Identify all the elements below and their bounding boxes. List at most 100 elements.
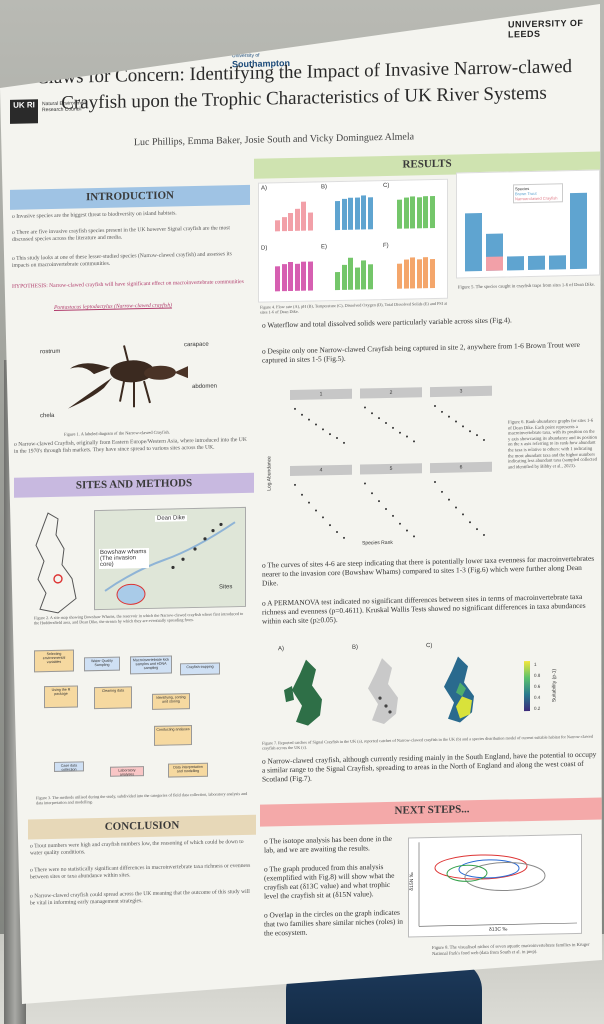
rank-point (455, 420, 457, 423)
rank-point (308, 501, 310, 504)
panel-bar (301, 261, 306, 291)
results-p5: o Narrow-clawed crayfish, although curre… (262, 749, 597, 784)
panel-bar (348, 197, 353, 230)
rank-point (399, 522, 401, 525)
panel-bar (429, 195, 435, 229)
figure-1-caption: Figure 1. A labeled diagram of the Narro… (64, 429, 170, 437)
chart-panel-b (335, 193, 375, 231)
rank-point (315, 509, 317, 512)
conclusion-p1: o Trout numbers were high and crayfish n… (30, 838, 244, 857)
panel-bar (341, 199, 347, 230)
tick-08: 0.8 (534, 672, 541, 678)
rank-point (392, 426, 394, 429)
tick-06: 0.6 (534, 683, 541, 689)
panel-bar (288, 262, 293, 292)
rank-point (301, 413, 303, 416)
panel-bar (423, 257, 428, 289)
next-p1: o The isotope analysis has been done in … (264, 833, 392, 855)
rank-point (322, 516, 324, 519)
rank-point (406, 529, 408, 532)
rank-point (476, 434, 478, 437)
flow-box-3: Macroinvertebrate kick samples and eDNA … (130, 655, 172, 675)
flow-box-7: Identifying, sorting and storing (152, 693, 190, 710)
poster-content: UK RI Natural Environment Research Counc… (4, 4, 602, 1004)
panel-d-letter: D) (261, 245, 268, 252)
isotope-x-label: δ13C ‰ (489, 926, 508, 933)
figure-5-legend: Species Brown Trout Narrow-clawed Crayfi… (513, 183, 563, 204)
trout-bar (528, 255, 545, 271)
flow-box-5: Using the R package (44, 685, 78, 709)
suitability-ticks: 1 0.8 0.6 0.4 0.2 (534, 659, 540, 714)
rank-point (406, 435, 408, 438)
rank-point (469, 429, 471, 432)
panel-bar (397, 199, 402, 229)
figure-6-caption: Figure 6. Rank-abundance graphs for site… (508, 417, 597, 470)
legend-crayfish: Narrow-clawed Crayfish (515, 195, 558, 202)
rank-point (364, 406, 366, 409)
rank-point (294, 483, 296, 486)
authors: Luc Phillips, Emma Baker, Josie South an… (133, 131, 415, 149)
results-p4: o A PERMANOVA test indicated no signific… (262, 591, 586, 626)
rank-y-label: Log Abundance (266, 455, 273, 491)
rank-point (329, 432, 331, 435)
rank-point (483, 533, 485, 536)
tick-1: 1 (534, 661, 537, 667)
label-rostrum: rostrum (40, 348, 61, 356)
suitability-colorbar (524, 660, 530, 712)
rank-point (336, 531, 338, 534)
intro-p4: o Narrow-clawed Crayfish, originally fro… (14, 436, 247, 455)
rank-point (413, 535, 415, 538)
label-bowshaw: Bowshaw whams (The invasion core) (99, 547, 149, 570)
panel-bar (335, 201, 340, 231)
introduction-heading: INTRODUCTION (10, 184, 250, 210)
figure-8-isotope-plot: δ13C ‰ δ15N ‰ (408, 833, 582, 938)
rank-point (343, 441, 345, 444)
chart-panel-e (335, 253, 375, 291)
conclusion-heading: CONCLUSION (28, 814, 256, 840)
panel-bar (307, 261, 313, 291)
rank-point (448, 415, 450, 418)
figure-7-maps: A) B) C) 1 0.8 0.6 0.4 0.2 Suitability (… (262, 638, 598, 739)
sites-legend: Sites (219, 584, 233, 591)
panel-bar (281, 264, 287, 292)
panel-bar (397, 263, 402, 289)
rank-point (462, 513, 464, 516)
figure-4-panels: A) B) C) D) E) F) (258, 178, 448, 303)
panel-bar (416, 259, 422, 289)
panel-bar (294, 263, 300, 291)
rank-point (469, 521, 471, 524)
intro-p1: o Invasive species are the biggest threa… (12, 210, 177, 220)
panel-bar (367, 264, 373, 290)
map-c-letter: C) (426, 643, 433, 650)
panel-a-letter: A) (261, 185, 267, 192)
rank-point (434, 480, 436, 483)
trout-bar (507, 256, 524, 271)
rank-point (364, 482, 366, 485)
map-a-letter: A) (278, 646, 284, 653)
results-p1: o Waterflow and total dissolved solids w… (262, 315, 512, 330)
panel-bar (301, 201, 306, 231)
methods-flowchart: Selecting environmental variables Water … (34, 640, 244, 794)
conclusion-p2: o There were no statistically significan… (30, 862, 251, 881)
rank-point (441, 410, 443, 413)
flow-box-2: Water Quality Sampling (84, 656, 120, 672)
rank-point (455, 506, 457, 509)
suitability-label: Suitability (p-1) (551, 668, 558, 703)
rank-point (399, 431, 401, 434)
rank-point (392, 515, 394, 518)
figure-8-caption: Figure 8. The visualised niches of seven… (432, 941, 590, 956)
tick-02: 0.2 (534, 705, 541, 711)
trout-bar (549, 255, 566, 270)
rank-point (336, 437, 338, 440)
rank-point (301, 493, 303, 496)
trout-bar (570, 193, 587, 270)
panel-c-letter: C) (383, 182, 390, 190)
crayfish-bar (486, 256, 503, 271)
rank-point (329, 524, 331, 527)
figure-4-caption: Figure 4. Flow rate (A), pH (B), Tempera… (260, 300, 448, 315)
panel-bar (281, 216, 287, 232)
rank-point (343, 536, 345, 539)
panel-bar (410, 257, 415, 289)
panel-bar (367, 196, 373, 230)
flow-box-1: Selecting environmental variables (34, 649, 74, 673)
